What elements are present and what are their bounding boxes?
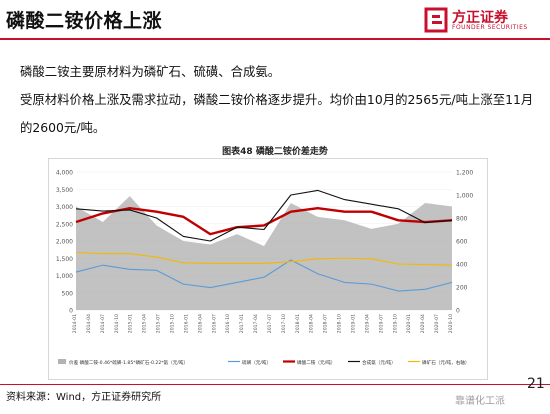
footer-divider xyxy=(0,384,550,385)
bullet-item: 磷酸二铵主要原材料为磷矿石、硫磺、合成氨。 xyxy=(20,58,535,86)
legend-label: 合成氨（元/吨） xyxy=(362,359,396,366)
series-line xyxy=(75,207,453,236)
x-tick-label: 2016-07 xyxy=(211,314,217,333)
x-tick-label: 2016-01 xyxy=(183,314,189,333)
x-tick-label: 2014-04 xyxy=(86,314,92,333)
legend-label: 硫磺（元/吨） xyxy=(242,359,271,366)
y-right-tick-label: 0 xyxy=(456,308,460,315)
source-note: 资料来源：Wind，方正证券研究所 xyxy=(6,392,162,403)
x-tick-label: 2019-01 xyxy=(351,314,357,333)
x-tick-label: 2015-04 xyxy=(142,314,148,333)
x-tick-label: 2017-01 xyxy=(239,314,245,333)
spread-chart: 0 500 1,000 1,500 2,000 2,500 3,000 3,500 4,000 0… xyxy=(56,170,474,367)
x-tick-label: 2015-10 xyxy=(169,314,175,333)
x-tick-label: 2016-10 xyxy=(225,314,231,333)
chart-caption: 图表48 磷酸二铵价差走势 xyxy=(222,147,328,157)
logo-name: 方正证券 xyxy=(452,10,508,26)
bullet-text-2: 受原材料价格上涨及需求拉动，磷酸二铵价格逐步提升。均价由10月的2565元/吨上… xyxy=(20,92,534,135)
x-tick-label: 2018-07 xyxy=(323,314,329,333)
page-title: 磷酸二铵价格上涨 xyxy=(6,10,163,32)
series-line xyxy=(75,189,453,242)
bullet-list: 磷酸二铵主要原材料为磷矿石、硫磺、合成氨。 受原材料价格上涨及需求拉动，磷酸二铵… xyxy=(20,58,535,142)
y-right-tick-label: 800 xyxy=(456,216,468,223)
y-right-tick-label: 400 xyxy=(456,262,468,269)
founder-logo-icon xyxy=(424,7,448,33)
y-right-tick-label: 1,000 xyxy=(456,193,473,200)
x-tick-label: 2019-04 xyxy=(364,314,370,333)
series-line xyxy=(75,251,453,266)
page-number: 21 xyxy=(527,376,545,392)
legend-swatch xyxy=(58,359,66,364)
logo-english-name: FOUNDER SECURITIES xyxy=(452,24,528,31)
x-tick-label: 2019-07 xyxy=(378,314,384,333)
header-bar: 磷酸二铵价格上涨 方正证券 FOUNDER SECURITIES xyxy=(0,0,550,38)
y-right-tick-label: 1,200 xyxy=(456,170,473,177)
x-tick-label: 2020-10 xyxy=(448,314,454,333)
spread-area xyxy=(76,196,452,310)
y-left-tick-label: 3,500 xyxy=(56,187,73,194)
y-left-tick-label: 1,000 xyxy=(56,273,73,280)
chart-frame xyxy=(48,158,488,380)
x-tick-label: 2015-01 xyxy=(128,314,134,333)
header-divider xyxy=(0,38,550,40)
x-tick-label: 2020-04 xyxy=(420,314,426,333)
y-left-tick-label: 0 xyxy=(69,308,73,315)
legend-label: 价差 磷酸二铵-0.46*硫磺-1.85*磷矿石-0.22*氨（元/吨） xyxy=(69,359,188,366)
y-left-tick-label: 2,000 xyxy=(56,239,73,246)
y-right-tick-label: 200 xyxy=(456,285,468,292)
founder-logo: 方正证券 FOUNDER SECURITIES xyxy=(424,7,544,35)
x-tick-label: 2017-10 xyxy=(281,314,287,333)
y-left-tick-label: 4,000 xyxy=(56,170,73,177)
watermark: 靠谱化工派 xyxy=(455,396,505,407)
x-tick-label: 2020-07 xyxy=(434,314,440,333)
x-tick-label: 2019-10 xyxy=(392,314,398,333)
x-tick-label: 2017-04 xyxy=(253,314,259,333)
x-tick-label: 2018-10 xyxy=(337,314,343,333)
x-tick-label: 2020-01 xyxy=(406,314,412,333)
legend-label: 磷酸二铵（元/吨） xyxy=(297,359,335,366)
series-line xyxy=(75,259,453,292)
bullet-text-1: 磷酸二铵主要原材料为磷矿石、硫磺、合成氨。 xyxy=(20,64,281,79)
x-tick-label: 2017-07 xyxy=(267,314,273,333)
x-tick-label: 2018-01 xyxy=(295,314,301,333)
y-left-tick-label: 1,500 xyxy=(56,256,73,263)
y-left-tick-label: 2,500 xyxy=(56,221,73,228)
y-left-tick-label: 3,000 xyxy=(56,204,73,211)
x-tick-label: 2014-01 xyxy=(72,314,78,333)
y-right-tick-label: 600 xyxy=(456,239,468,246)
x-tick-label: 2016-04 xyxy=(197,314,203,333)
x-tick-label: 2018-04 xyxy=(309,314,315,333)
y-left-tick-label: 500 xyxy=(62,290,74,297)
bullet-item: 受原材料价格上涨及需求拉动，磷酸二铵价格逐步提升。均价由10月的2565元/吨上… xyxy=(20,86,535,142)
x-tick-label: 2014-10 xyxy=(114,314,120,333)
legend-label: 磷矿石（元/吨，右轴） xyxy=(422,359,470,366)
x-tick-label: 2014-07 xyxy=(100,314,106,333)
x-tick-label: 2015-07 xyxy=(156,314,162,333)
